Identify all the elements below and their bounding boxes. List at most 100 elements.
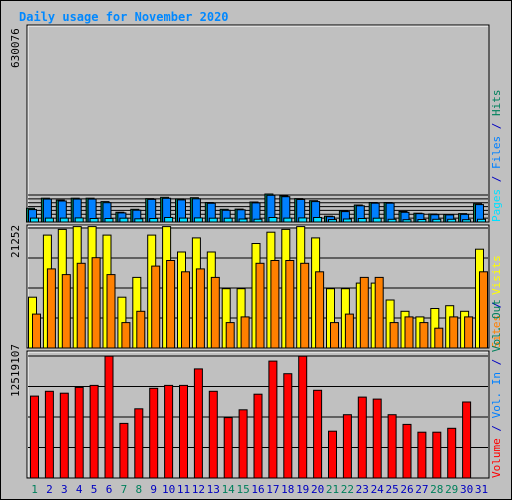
bar-pages-day-9 bbox=[149, 218, 159, 223]
x-tick-label: 4 bbox=[76, 483, 83, 496]
bar-volume-day-20 bbox=[313, 389, 323, 479]
bar-sites-day-6 bbox=[106, 274, 116, 349]
bar-pages-day-14 bbox=[223, 217, 233, 223]
bar-pages-day-20 bbox=[313, 217, 323, 223]
bar-sites-day-12 bbox=[195, 268, 205, 349]
bar-volume-day-11 bbox=[179, 384, 188, 479]
bar-sites-day-21 bbox=[330, 322, 339, 349]
x-tick-label: 29 bbox=[445, 483, 458, 496]
bar-pages-day-17 bbox=[268, 217, 278, 223]
bar-pages-day-13 bbox=[208, 217, 218, 223]
x-tick-label: 1 bbox=[31, 483, 38, 496]
bar-sites-day-22 bbox=[344, 313, 354, 349]
bar-sites-day-13 bbox=[210, 276, 220, 349]
bar-sites-day-23 bbox=[359, 276, 369, 349]
bar-pages-day-11 bbox=[179, 217, 188, 223]
bar-pages-day-5 bbox=[89, 218, 99, 223]
bar-pages-day-16 bbox=[253, 218, 263, 223]
bar-pages-day-12 bbox=[193, 217, 203, 223]
x-tick-label: 8 bbox=[135, 483, 142, 496]
bar-sites-day-8 bbox=[136, 310, 146, 349]
bar-pages-day-18 bbox=[283, 217, 293, 223]
bar-pages-day-1 bbox=[30, 217, 39, 223]
legend-middle: Sites / Visits bbox=[490, 255, 503, 348]
x-tick-label: 10 bbox=[162, 483, 175, 496]
bar-sites-day-5 bbox=[91, 257, 101, 349]
x-tick-label: 13 bbox=[207, 483, 220, 496]
bar-volume-day-5 bbox=[89, 384, 99, 479]
bar-sites-day-20 bbox=[315, 271, 325, 349]
bar-volume-day-19 bbox=[298, 355, 308, 479]
bar-volume-day-15 bbox=[238, 409, 248, 479]
legend-part: / bbox=[490, 418, 503, 438]
legend-part: Visits bbox=[490, 255, 503, 295]
bar-volume-day-13 bbox=[208, 390, 218, 479]
bar-volume-day-26 bbox=[402, 423, 412, 479]
bar-sites-day-15 bbox=[240, 316, 250, 349]
x-tick-label: 20 bbox=[311, 483, 324, 496]
x-tick-label: 11 bbox=[177, 483, 190, 496]
bar-pages-day-15 bbox=[238, 218, 248, 223]
legend-part: Pages bbox=[490, 189, 503, 222]
x-tick-label: 23 bbox=[356, 483, 369, 496]
bar-sites-day-1 bbox=[32, 313, 41, 349]
bar-sites-day-25 bbox=[389, 322, 399, 349]
max-label-top: 630076 bbox=[9, 28, 22, 68]
bar-volume-day-6 bbox=[104, 355, 114, 479]
x-tick-label: 30 bbox=[460, 483, 473, 496]
x-tick-label: 2 bbox=[46, 483, 53, 496]
bar-sites-day-29 bbox=[449, 316, 459, 349]
bar-pages-day-3 bbox=[59, 217, 69, 223]
x-tick-label: 16 bbox=[251, 483, 264, 496]
bar-sites-day-28 bbox=[434, 327, 444, 349]
bar-pages-day-29 bbox=[447, 218, 457, 223]
x-tick-label: 27 bbox=[415, 483, 428, 496]
bar-sites-day-24 bbox=[374, 276, 384, 349]
legend-part: / bbox=[490, 169, 503, 189]
x-tick-label: 25 bbox=[385, 483, 398, 496]
bar-volume-day-25 bbox=[387, 414, 397, 479]
panel-top bbox=[26, 24, 490, 223]
bar-pages-day-21 bbox=[328, 219, 337, 223]
bar-sites-day-18 bbox=[285, 260, 295, 349]
bar-sites-day-7 bbox=[121, 322, 131, 349]
bar-volume-day-16 bbox=[253, 393, 263, 479]
legend-part: Vol. In bbox=[490, 372, 503, 418]
bar-pages-day-10 bbox=[164, 217, 174, 223]
x-tick-label: 15 bbox=[236, 483, 249, 496]
max-label-middle: 21252 bbox=[9, 225, 22, 258]
bar-pages-day-22 bbox=[342, 218, 352, 223]
bar-volume-day-18 bbox=[283, 373, 293, 479]
bar-volume-day-27 bbox=[417, 431, 427, 479]
bar-pages-day-7 bbox=[119, 217, 129, 223]
legend-part: Volume bbox=[490, 438, 503, 478]
bar-pages-day-19 bbox=[298, 217, 308, 223]
x-tick-label: 7 bbox=[121, 483, 128, 496]
bar-sites-day-16 bbox=[255, 262, 265, 349]
bar-volume-day-1 bbox=[30, 395, 39, 479]
bar-sites-day-31 bbox=[479, 271, 488, 349]
x-tick-label: 9 bbox=[150, 483, 157, 496]
bar-pages-day-24 bbox=[372, 217, 382, 223]
bar-volume-day-23 bbox=[357, 396, 367, 479]
bar-volume-day-29 bbox=[447, 427, 457, 479]
legend-part: Sites bbox=[490, 315, 503, 348]
x-tick-label: 26 bbox=[400, 483, 413, 496]
bar-pages-day-30 bbox=[462, 219, 472, 223]
x-tick-label: 5 bbox=[91, 483, 98, 496]
x-tick-label: 12 bbox=[192, 483, 205, 496]
bar-volume-day-17 bbox=[268, 360, 278, 479]
bar-volume-day-7 bbox=[119, 422, 129, 479]
bar-sites-day-27 bbox=[419, 322, 429, 349]
x-tick-label: 17 bbox=[266, 483, 279, 496]
legend-part: / bbox=[490, 352, 503, 372]
bar-sites-day-10 bbox=[166, 260, 176, 349]
x-tick-label: 18 bbox=[281, 483, 294, 496]
bar-sites-day-3 bbox=[61, 274, 71, 349]
bar-pages-day-25 bbox=[387, 218, 397, 223]
bar-pages-day-2 bbox=[44, 217, 54, 223]
bar-volume-day-21 bbox=[328, 430, 337, 479]
bar-volume-day-28 bbox=[432, 431, 442, 479]
bar-volume-day-2 bbox=[44, 390, 54, 479]
x-tick-label: 28 bbox=[430, 483, 443, 496]
